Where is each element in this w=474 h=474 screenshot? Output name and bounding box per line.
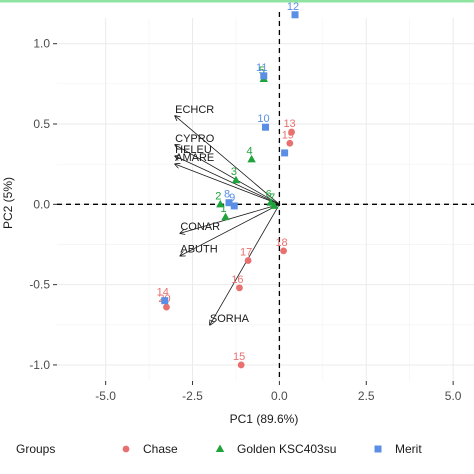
loading-vector: [180, 203, 280, 233]
loading-vector: [210, 204, 280, 324]
point-label: 10: [257, 113, 269, 125]
point-circle: [280, 247, 287, 255]
point-circle: [163, 303, 170, 311]
point-square: [281, 149, 289, 157]
x-tick-label: 5.0: [445, 389, 462, 403]
loading-vector: [175, 145, 280, 205]
y-tick-label: -1.0: [29, 358, 50, 372]
point-label: 2: [215, 190, 221, 202]
point-label: 14: [157, 287, 169, 299]
point-label: 4: [247, 145, 253, 157]
point-circle: [286, 139, 294, 147]
point-triangle: [216, 199, 225, 208]
point-square: [291, 11, 299, 19]
loading-label: AMARE: [175, 152, 214, 164]
point-circle: [288, 128, 295, 136]
x-tick-label: 2.5: [358, 389, 375, 403]
point-square: [230, 202, 238, 210]
x-axis-title: PC1 (89.6%): [230, 412, 299, 426]
point-square: [260, 72, 268, 80]
loading-label: CYPRO: [175, 133, 215, 145]
x-tick-label: -2.5: [182, 389, 203, 403]
legend-title: Groups: [16, 442, 55, 456]
x-tick-label: -5.0: [95, 389, 116, 403]
point-circle: [236, 284, 243, 292]
loading-label: SORHA: [210, 313, 250, 325]
data-points: 13191817161514202122543216712111098: [157, 1, 299, 369]
point-triangle: [247, 154, 256, 163]
point-square: [161, 297, 169, 305]
loading-label: ECHCR: [175, 104, 214, 116]
y-tick-label: 0.0: [33, 197, 50, 211]
point-label: 6: [266, 189, 272, 201]
point-triangle: [231, 175, 241, 184]
point-label: 1: [220, 203, 226, 215]
point-label: 15: [233, 351, 245, 363]
loading-vector: [175, 116, 280, 205]
point-triangle: [215, 444, 225, 452]
loading-vector: [180, 203, 280, 255]
point-triangle: [269, 201, 279, 209]
point-label: 3: [231, 166, 237, 178]
point-label: 17: [240, 247, 252, 259]
point-label: 8: [224, 189, 230, 201]
loading-label: HELEU: [175, 144, 212, 156]
loading-vector: [175, 156, 280, 205]
point-square: [374, 445, 382, 453]
x-tick-label: 0.0: [271, 389, 288, 403]
loading-label: ABUTH: [180, 244, 217, 256]
y-axis-title: PC2 (5%): [1, 177, 15, 229]
point-triangle: [266, 198, 275, 206]
point-circle: [122, 445, 130, 453]
point-label: 12: [287, 1, 299, 13]
y-tick-label: 0.5: [33, 117, 50, 131]
legend-entry-label: Chase: [143, 442, 178, 456]
point-square: [262, 123, 269, 131]
point-label: 19: [282, 129, 294, 141]
legend: Groups Chase Golden KSC403su Merit: [16, 442, 422, 456]
point-label: 13: [283, 118, 295, 130]
point-square: [225, 199, 233, 207]
loading-label: CONAR: [180, 221, 220, 233]
loading-vector: [175, 164, 280, 205]
point-label: 7: [269, 192, 275, 204]
point-label: 18: [275, 237, 287, 249]
y-tick-label: 1.0: [33, 37, 50, 51]
point-label: 9: [229, 192, 235, 204]
point-label: 16: [231, 274, 243, 286]
y-tick-label: -0.5: [29, 278, 50, 292]
point-label: 11: [256, 62, 267, 74]
point-circle: [237, 361, 245, 369]
point-triangle: [221, 212, 230, 221]
legend-entry-label: Golden KSC403su: [237, 442, 336, 456]
point-circle: [244, 257, 252, 264]
legend-entry-label: Merit: [395, 442, 422, 456]
axis-ticks: -5.0 -2.5 0.0 2.5 5.0 -1.0 -0.5 0.0 0.5 1.0: [29, 37, 462, 403]
point-label: 5: [259, 65, 265, 77]
